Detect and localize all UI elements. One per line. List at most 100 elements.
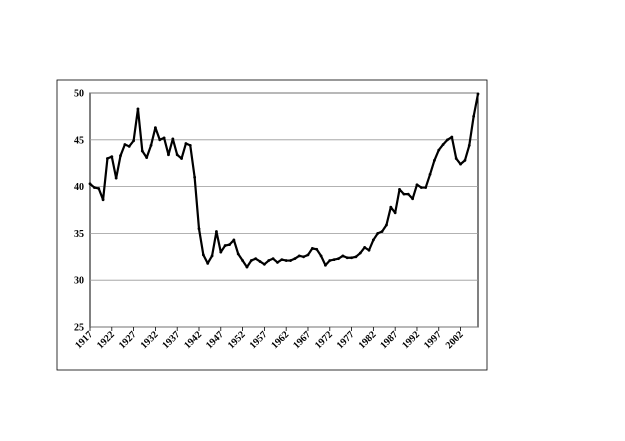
data-point xyxy=(167,153,170,157)
data-point xyxy=(385,223,388,227)
data-point xyxy=(232,238,236,242)
data-point xyxy=(180,157,183,160)
data-point xyxy=(276,261,279,264)
data-point xyxy=(324,263,327,267)
data-point xyxy=(476,92,480,96)
data-point xyxy=(337,257,340,261)
data-point xyxy=(267,259,271,262)
data-point xyxy=(101,198,105,202)
data-point xyxy=(175,153,179,157)
data-point xyxy=(437,148,441,152)
data-point xyxy=(153,126,157,130)
y-tick-label: 35 xyxy=(74,229,84,240)
y-tick-label: 40 xyxy=(74,182,84,193)
y-tick-label: 25 xyxy=(74,323,84,334)
data-point xyxy=(223,244,227,247)
data-point xyxy=(106,157,109,160)
data-point xyxy=(441,143,445,146)
data-point xyxy=(145,156,149,159)
data-point xyxy=(254,257,258,261)
y-tick-label: 50 xyxy=(74,89,84,100)
data-point xyxy=(419,186,423,189)
data-point xyxy=(297,254,301,258)
data-point xyxy=(472,115,476,118)
data-point xyxy=(249,259,253,262)
data-point xyxy=(454,157,458,160)
data-point xyxy=(123,143,127,146)
data-point xyxy=(289,259,292,262)
data-point xyxy=(245,265,249,269)
y-tick-label: 45 xyxy=(74,135,84,146)
data-point xyxy=(206,261,210,265)
data-point xyxy=(446,138,449,142)
plot-area xyxy=(89,92,479,328)
data-point xyxy=(97,187,101,190)
data-point xyxy=(110,155,114,159)
data-point xyxy=(236,252,240,256)
data-point xyxy=(258,260,262,263)
data-point xyxy=(136,107,140,111)
data-point xyxy=(293,257,297,261)
data-point xyxy=(371,238,375,242)
data-point xyxy=(302,255,306,259)
data-point xyxy=(132,139,135,143)
data-point xyxy=(197,227,201,231)
data-point xyxy=(188,144,192,147)
data-point xyxy=(358,251,362,255)
data-point xyxy=(328,259,332,262)
data-point xyxy=(171,137,175,141)
data-point xyxy=(463,158,467,162)
data-point xyxy=(393,211,397,215)
data-point xyxy=(140,149,144,153)
data-point xyxy=(193,175,197,179)
data-point xyxy=(415,183,419,187)
data-point xyxy=(262,262,266,266)
data-point xyxy=(114,176,118,180)
data-point xyxy=(92,186,96,189)
data-point xyxy=(367,248,371,252)
data-point xyxy=(363,246,367,249)
data-point xyxy=(345,256,349,260)
data-point xyxy=(341,254,345,258)
data-point xyxy=(149,144,153,147)
data-point xyxy=(210,254,214,258)
data-line xyxy=(89,93,480,269)
data-point xyxy=(459,162,462,166)
data-point xyxy=(380,230,384,233)
data-point xyxy=(467,144,471,147)
data-point xyxy=(241,259,244,262)
data-point xyxy=(201,253,205,257)
data-point xyxy=(411,197,415,201)
data-point xyxy=(219,250,223,254)
data-point xyxy=(428,173,432,176)
data-point xyxy=(310,246,314,250)
data-point xyxy=(350,256,353,260)
data-point xyxy=(315,247,319,251)
data-point xyxy=(162,136,166,140)
data-point xyxy=(88,182,92,186)
data-point xyxy=(184,142,188,145)
data-point xyxy=(215,230,218,233)
data-point xyxy=(127,144,131,148)
data-point xyxy=(332,258,336,262)
y-tick-label: 30 xyxy=(74,276,84,287)
data-point xyxy=(376,232,380,235)
data-point xyxy=(319,254,323,258)
data-point xyxy=(271,257,275,261)
data-point xyxy=(433,158,436,162)
data-point xyxy=(450,135,454,139)
data-point xyxy=(354,255,358,259)
data-point xyxy=(119,154,122,158)
data-point xyxy=(306,253,310,257)
data-point xyxy=(406,192,410,196)
data-point xyxy=(228,243,231,247)
data-point xyxy=(424,186,428,189)
data-point xyxy=(398,188,401,191)
data-point xyxy=(280,258,284,262)
data-point xyxy=(402,192,406,196)
data-point xyxy=(158,138,162,142)
data-point xyxy=(389,205,393,209)
data-point xyxy=(284,259,288,262)
